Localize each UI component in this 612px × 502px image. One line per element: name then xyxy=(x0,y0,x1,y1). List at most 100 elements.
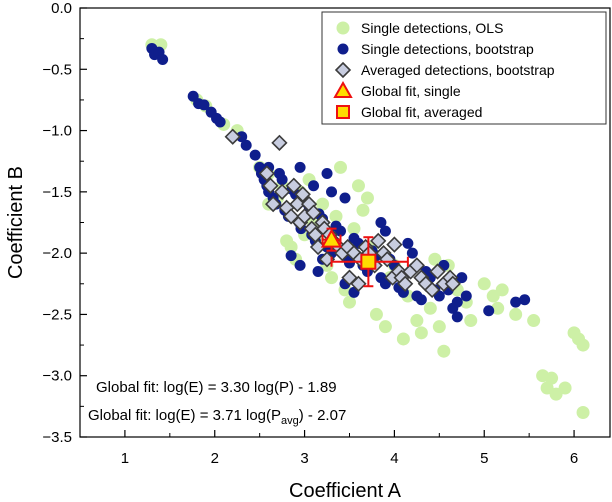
ols-point xyxy=(509,307,523,321)
annotations: Global fit: log(E) = 3.30 log(P) - 1.89 G… xyxy=(88,379,346,427)
bootstrap-point xyxy=(335,225,347,237)
x-tick-label: 4 xyxy=(390,450,398,467)
x-axis-title: Coefficient A xyxy=(289,480,402,502)
ols-point xyxy=(414,326,428,340)
averaged-point xyxy=(429,263,446,280)
averaged-point xyxy=(265,195,282,213)
x-tick-label: 5 xyxy=(480,450,488,467)
axes: 1 2 3 4 5 6 0.0 −0.5 −1.0 −1.5 −2.0 −2.5 −3.0 −3.5 Coe… xyxy=(5,0,611,502)
ols-point xyxy=(432,320,446,334)
averaged-point xyxy=(386,236,403,253)
global-fit-single-marker xyxy=(320,228,343,248)
bootstrap-point xyxy=(451,311,463,323)
ols-point xyxy=(284,240,298,254)
bootstrap-point xyxy=(321,167,333,179)
y-tick-label: −1.5 xyxy=(42,184,72,201)
averaged-point xyxy=(258,165,275,182)
bootstrap-point xyxy=(214,116,226,128)
y-tick-label: 0.0 xyxy=(51,0,72,17)
fit-equation-averaged-suffix: ) - 2.07 xyxy=(299,407,347,424)
y-tick-label: −2.0 xyxy=(42,245,72,262)
averaged-point xyxy=(408,257,425,274)
averaged-point xyxy=(444,275,461,292)
averaged-point xyxy=(424,281,441,299)
ols-point xyxy=(334,160,348,174)
bootstrap-point xyxy=(236,131,248,143)
ols-point xyxy=(464,314,478,328)
legend-label: Global fit, single xyxy=(361,83,461,99)
bootstrap-point xyxy=(308,180,320,192)
plot-area xyxy=(145,38,590,419)
bootstrap-point xyxy=(460,290,472,302)
bootstrap-point xyxy=(198,99,210,111)
bootstrap-point xyxy=(249,149,261,161)
bootstrap-point xyxy=(402,237,414,249)
ols-point xyxy=(329,209,343,223)
legend-label: Single detections, bootstrap xyxy=(361,41,534,57)
bootstrap-point xyxy=(240,139,252,151)
averaged-point xyxy=(305,204,322,221)
x-tick-label: 3 xyxy=(300,450,308,467)
averaged-point xyxy=(273,183,291,200)
bootstrap-point xyxy=(415,294,427,306)
ols-point xyxy=(495,283,509,297)
averaged-point xyxy=(350,275,367,292)
ols-point xyxy=(576,338,590,352)
ols-point xyxy=(347,222,361,236)
ols-point xyxy=(316,197,330,211)
y-tick-label: −3.0 xyxy=(42,368,72,385)
bootstrap-point xyxy=(276,174,288,186)
bootstrap-point xyxy=(379,225,391,237)
x-tick-label: 2 xyxy=(211,450,219,467)
bootstrap-point xyxy=(157,53,169,65)
ols-point xyxy=(351,179,365,193)
ols-point xyxy=(477,277,491,291)
bootstrap-point xyxy=(519,294,531,306)
legend-global-single-marker xyxy=(333,80,353,98)
fit-equation-single: Global fit: log(E) = 3.30 log(P) - 1.89 xyxy=(96,379,337,396)
ols-point xyxy=(437,344,451,358)
legend-bootstrap-marker xyxy=(337,43,349,55)
legend: Single detections, OLS Single detections,… xyxy=(321,11,607,125)
y-tick-label: −0.5 xyxy=(42,61,72,78)
y-tick-label: −3.5 xyxy=(42,429,72,446)
legend-ols-marker xyxy=(336,21,350,35)
ols-point xyxy=(342,295,356,309)
averaged-point xyxy=(294,186,311,203)
bootstrap-point xyxy=(294,259,306,271)
bootstrap-point xyxy=(451,296,463,308)
ols-point xyxy=(423,301,437,315)
y-tick-label: −2.5 xyxy=(42,306,72,323)
x-tick-label: 1 xyxy=(121,450,129,467)
bootstrap-point xyxy=(326,186,338,198)
averaged-point xyxy=(397,275,414,292)
bootstrap-point xyxy=(343,257,355,269)
averaged-point xyxy=(262,177,279,194)
averaged-point xyxy=(285,177,302,194)
averaged-point xyxy=(271,134,288,151)
ols-point xyxy=(325,271,339,285)
x-tick-label: 6 xyxy=(570,450,578,467)
bootstrap-point xyxy=(294,161,306,173)
ols-point xyxy=(491,301,505,315)
bootstrap-point xyxy=(375,217,387,228)
legend-global-averaged-marker xyxy=(336,105,350,119)
y-tick-label: −1.0 xyxy=(42,123,72,140)
ols-point xyxy=(360,191,374,205)
global-fit-averaged-marker xyxy=(360,253,377,270)
fit-equation-averaged: Global fit: log(E) = 3.71 log(Pavg) - 2.… xyxy=(88,407,346,427)
ols-point xyxy=(558,381,572,395)
bootstrap-point xyxy=(456,272,468,284)
ols-point xyxy=(428,252,442,266)
ols-point xyxy=(527,314,541,328)
averaged-point xyxy=(379,251,396,268)
ols-point xyxy=(396,332,410,346)
ols-point xyxy=(545,371,559,385)
legend-label: Single detections, OLS xyxy=(361,20,503,36)
ols-point xyxy=(356,203,370,217)
averaged-point xyxy=(224,128,241,145)
legend-box xyxy=(321,11,607,125)
legend-label: Averaged detections, bootstrap xyxy=(361,62,555,78)
legend-averaged-marker xyxy=(334,61,352,79)
